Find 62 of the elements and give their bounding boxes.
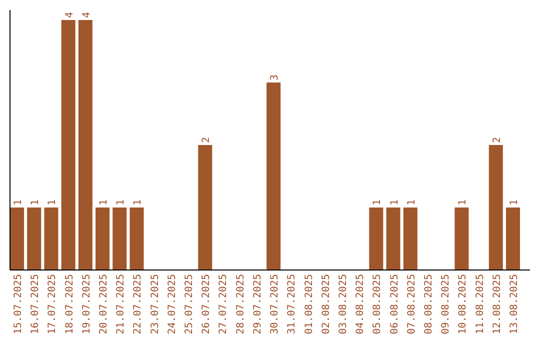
x-tick-label: 12.08.2025 [492,274,503,334]
x-tick-label: 08.08.2025 [423,274,434,334]
data-label: 1 [47,199,58,206]
bar [27,208,42,270]
x-tick-label: 20.07.2025 [98,274,110,334]
x-tick-label: 13.08.2025 [508,274,520,334]
x-tick-label: 25.07.2025 [184,274,196,334]
data-label: 4 [81,12,92,18]
x-tick-label: 02.08.2025 [320,274,332,334]
bar [386,208,400,270]
bar [403,208,418,270]
data-label: 1 [132,199,144,206]
data-label: 4 [64,12,76,18]
x-tick-label: 01.08.2025 [304,274,315,334]
x-tick-label: 19.07.2025 [81,274,92,334]
bar [44,208,58,270]
x-tick-label: 28.07.2025 [235,274,246,334]
bar [369,208,384,270]
bar [266,82,281,270]
data-label: 1 [116,199,127,206]
x-tick-label: 11.08.2025 [474,274,486,334]
x-tick-label: 26.07.2025 [201,274,212,334]
data-label: 1 [389,199,400,206]
data-label: 2 [492,136,503,143]
x-tick-label: 21.07.2025 [116,274,127,334]
data-label: 2 [201,136,212,143]
data-label: 1 [13,199,24,206]
data-label: 1 [406,199,418,206]
x-tick-label: 27.07.2025 [218,274,230,334]
data-label: 1 [508,199,520,206]
x-tick-label: 29.07.2025 [252,274,264,334]
x-tick-label: 24.07.2025 [166,274,178,334]
x-tick-label: 31.07.2025 [286,274,298,334]
x-tick-label: 17.07.2025 [47,274,58,334]
bar [506,208,520,270]
bar [454,208,469,270]
data-label: 1 [372,199,384,206]
x-tick-label: 16.07.2025 [30,274,42,334]
data-label: 3 [270,74,281,80]
bar [78,20,92,270]
x-tick-label: 18.07.2025 [64,274,76,334]
x-tick-label: 09.08.2025 [440,274,452,334]
data-label: 1 [458,199,469,206]
x-tick-label: 04.08.2025 [355,274,366,334]
bar [130,208,144,270]
bar [488,145,503,270]
bar [198,145,212,270]
x-tick-label: 30.07.2025 [270,274,281,334]
x-tick-label: 22.07.2025 [132,274,144,334]
bar [61,20,76,270]
data-label: 1 [30,199,42,206]
x-tick-label: 06.08.2025 [389,274,400,334]
bar [96,208,110,270]
x-tick-label: 15.07.2025 [13,274,24,334]
x-tick-label: 23.07.2025 [150,274,161,334]
x-tick-label: 10.08.2025 [458,274,469,334]
x-tick-label: 03.08.2025 [338,274,349,334]
x-tick-label: 07.08.2025 [406,274,418,334]
bar [10,208,24,270]
x-tick-label: 05.08.2025 [372,274,384,334]
bar [112,208,127,270]
data-label: 1 [98,199,110,206]
